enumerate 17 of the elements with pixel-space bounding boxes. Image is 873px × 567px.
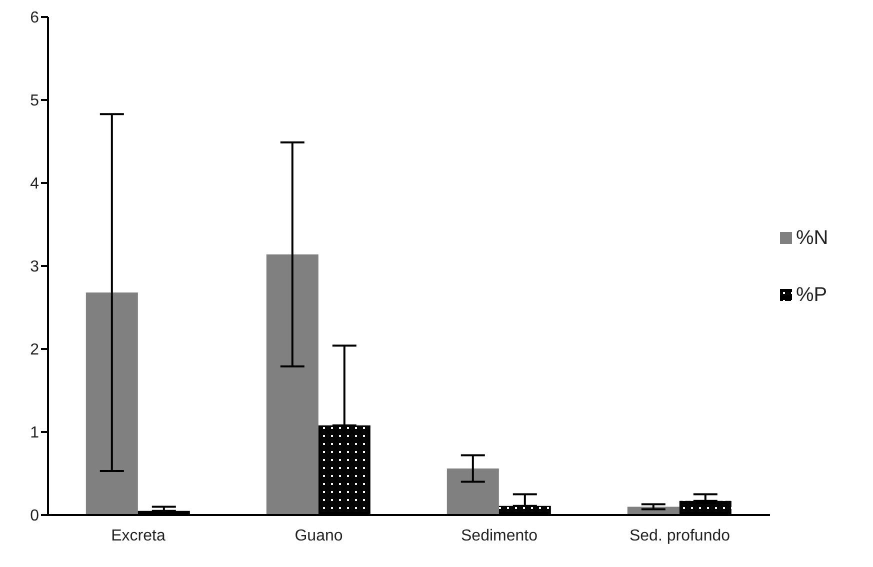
x-tick-label: Sedimento <box>461 527 538 544</box>
bar <box>266 254 318 515</box>
y-tick-label: 0 <box>30 508 40 525</box>
y-tick-label: 3 <box>30 258 40 276</box>
x-tick-label: Sed. profundo <box>629 527 730 544</box>
legend-label: %P <box>796 284 828 306</box>
legend-label: %N <box>796 226 828 250</box>
bar <box>86 292 138 515</box>
y-tick-label: 5 <box>30 92 40 110</box>
x-tick-label: Excreta <box>111 527 166 544</box>
bar <box>318 425 370 515</box>
x-tick-label: Guano <box>294 527 343 544</box>
y-tick-label: 6 <box>30 10 40 27</box>
bar <box>446 468 499 515</box>
y-tick-label: 1 <box>30 424 40 442</box>
y-tick-label: 4 <box>30 176 40 193</box>
y-tick-label: 2 <box>30 342 40 359</box>
